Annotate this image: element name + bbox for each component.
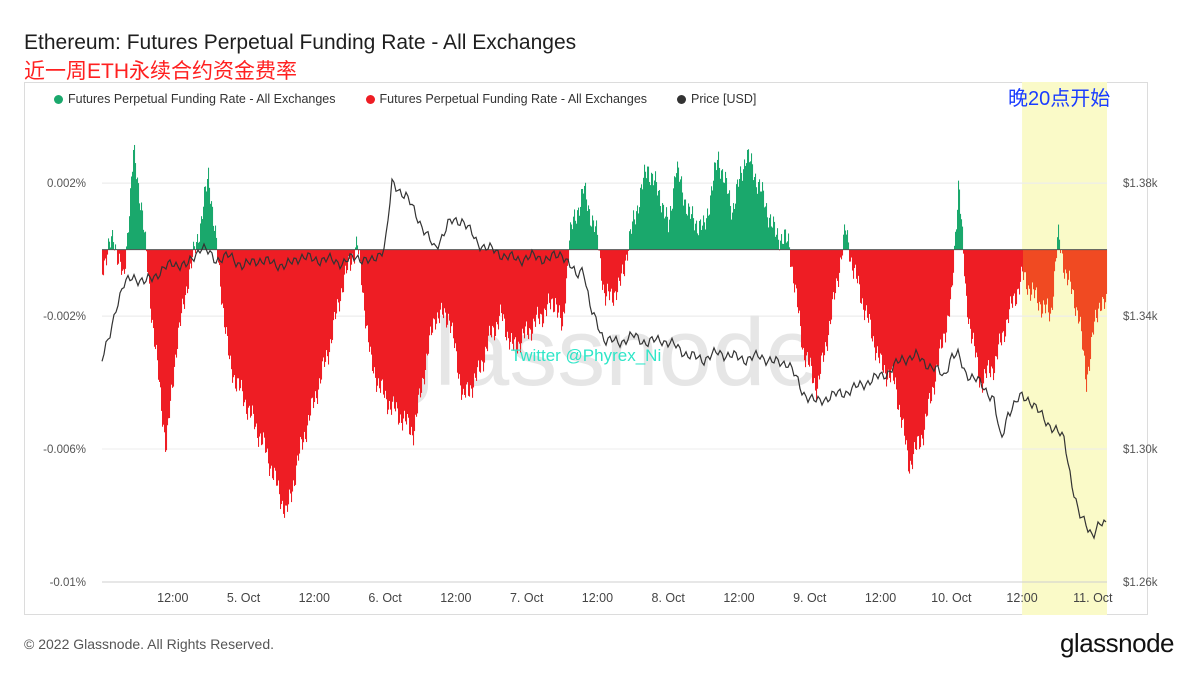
chart-panel bbox=[24, 82, 1148, 615]
legend-item-price[interactable]: Price [USD] bbox=[677, 92, 756, 106]
legend-dot-positive bbox=[54, 94, 63, 104]
chart-title: Ethereum: Futures Perpetual Funding Rate… bbox=[24, 31, 577, 54]
legend-label-negative: Futures Perpetual Funding Rate - All Exc… bbox=[379, 92, 648, 106]
copyright-text: © 2022 Glassnode. All Rights Reserved. bbox=[24, 636, 275, 652]
legend-dot-price bbox=[677, 94, 687, 104]
legend-dot-negative bbox=[365, 94, 375, 104]
chart-legend: Futures Perpetual Funding Rate - All Exc… bbox=[54, 92, 786, 106]
legend-label-price: Price [USD] bbox=[691, 92, 757, 106]
legend-item-positive[interactable]: Futures Perpetual Funding Rate - All Exc… bbox=[54, 92, 336, 106]
chart-subtitle-annotation: 近一周ETH永续合约资金费率 bbox=[24, 60, 297, 83]
highlight-note: 晚20点开始 bbox=[1008, 88, 1111, 110]
glassnode-logo: glassnode bbox=[1059, 628, 1175, 658]
legend-label-positive: Futures Perpetual Funding Rate - All Exc… bbox=[68, 92, 336, 106]
legend-item-negative[interactable]: Futures Perpetual Funding Rate - All Exc… bbox=[365, 92, 648, 106]
